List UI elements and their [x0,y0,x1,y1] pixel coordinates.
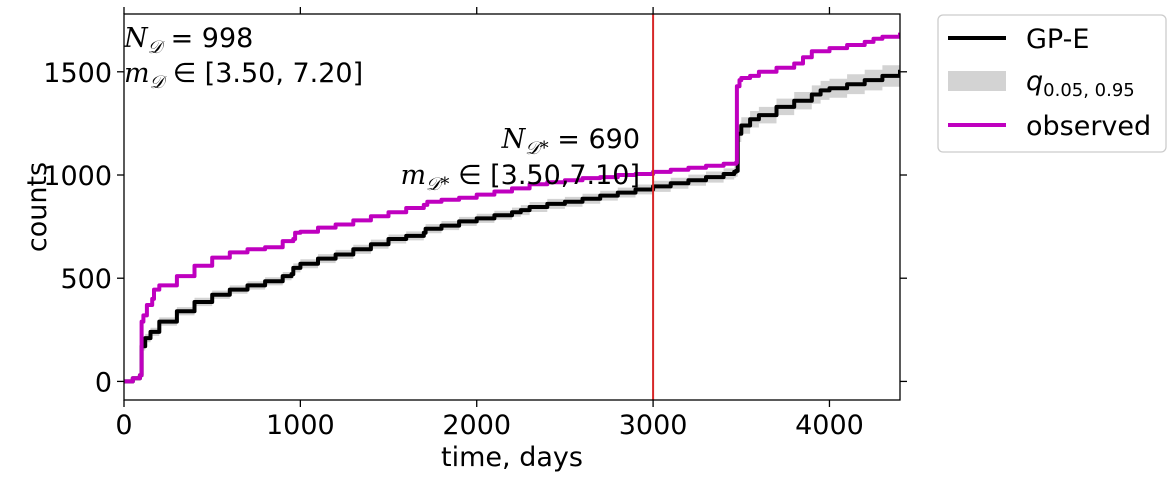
annotation-subscript: 𝒟 [148,37,166,58]
annotation-subscript: 𝒟* [525,138,548,159]
legend-label-gp-e: GP-E [1026,24,1089,55]
legend-swatch-q [948,71,1006,91]
y-tick-label: 500 [60,264,112,295]
x-axis-label: time, days [441,442,583,473]
y-tick-label: 1500 [43,58,112,89]
plot-frame [123,13,901,401]
x-tick-label: 4000 [795,410,864,441]
legend-box [937,14,1167,153]
annotation-subscript: 𝒟* [426,174,449,195]
x-tick-label: 2000 [442,410,511,441]
legend: GP-E q0.05, 0.95 observed [937,14,1167,153]
axes: 0 1000 2000 3000 4000 0 500 1000 1500 time, days c… [22,7,907,473]
series-line-gp-e [124,69,900,384]
annotation-symbol: N [501,124,527,155]
legend-label-q-symbol: q [1026,66,1043,97]
y-axis-label: counts [22,162,53,252]
annotation-value: = 690 [549,124,640,155]
annotation-symbol: m [124,58,150,89]
annotation-value: ∈ [3.50,7.10] [449,160,640,191]
annotation-value: = 998 [162,23,253,54]
annotation-center-line2: m𝒟* ∈ [3.50,7.10] [400,160,640,195]
legend-label-observed: observed [1026,111,1151,142]
x-tick-label: 1000 [266,410,335,441]
plot-area [124,14,900,400]
annotation-subscript: 𝒟 [150,72,168,93]
annotation-top-left-line1: N𝒟 = 998 [123,23,253,58]
annotation-symbol: m [400,160,426,191]
x-tick-label: 0 [115,410,132,441]
annotation-center-line1: N𝒟* = 690 [501,124,640,159]
annotation-top-left-line2: m𝒟 ∈ [3.50, 7.20] [124,58,363,93]
legend-label-q: q0.05, 0.95 [1026,66,1135,101]
annotation-symbol: N [123,23,149,54]
legend-label-q-subscript: 0.05, 0.95 [1043,80,1135,101]
series-line-observed [124,32,900,384]
annotation-value: ∈ [3.50, 7.20] [164,58,363,89]
x-tick-label: 3000 [619,410,688,441]
y-tick-label: 1000 [43,161,112,192]
y-tick-label: 0 [95,367,112,398]
